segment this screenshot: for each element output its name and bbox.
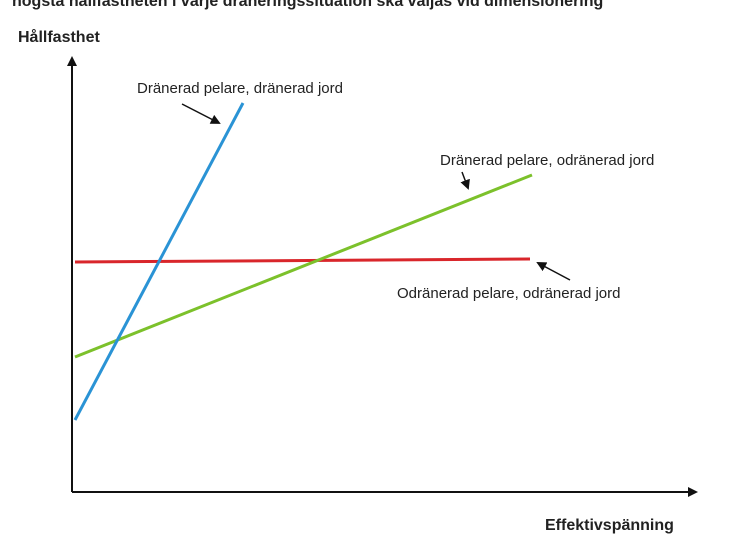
pointer-arrow [536,262,571,281]
line-label: Odränerad pelare, odränerad jord [397,285,620,302]
red-line [74,257,531,264]
green-line [74,173,533,359]
x-axis-label: Effektivspänning [545,517,674,534]
pointer-arrow [460,171,470,190]
pointer-arrow [181,103,221,124]
y-axis-label: Hållfasthet [18,28,100,46]
blue-line [73,102,245,421]
line-label: Dränerad pelare, odränerad jord [440,152,654,169]
line-label: Dränerad pelare, dränerad jord [137,80,343,97]
caption: högsta hållfastheten i varje dräneringss… [12,0,603,10]
